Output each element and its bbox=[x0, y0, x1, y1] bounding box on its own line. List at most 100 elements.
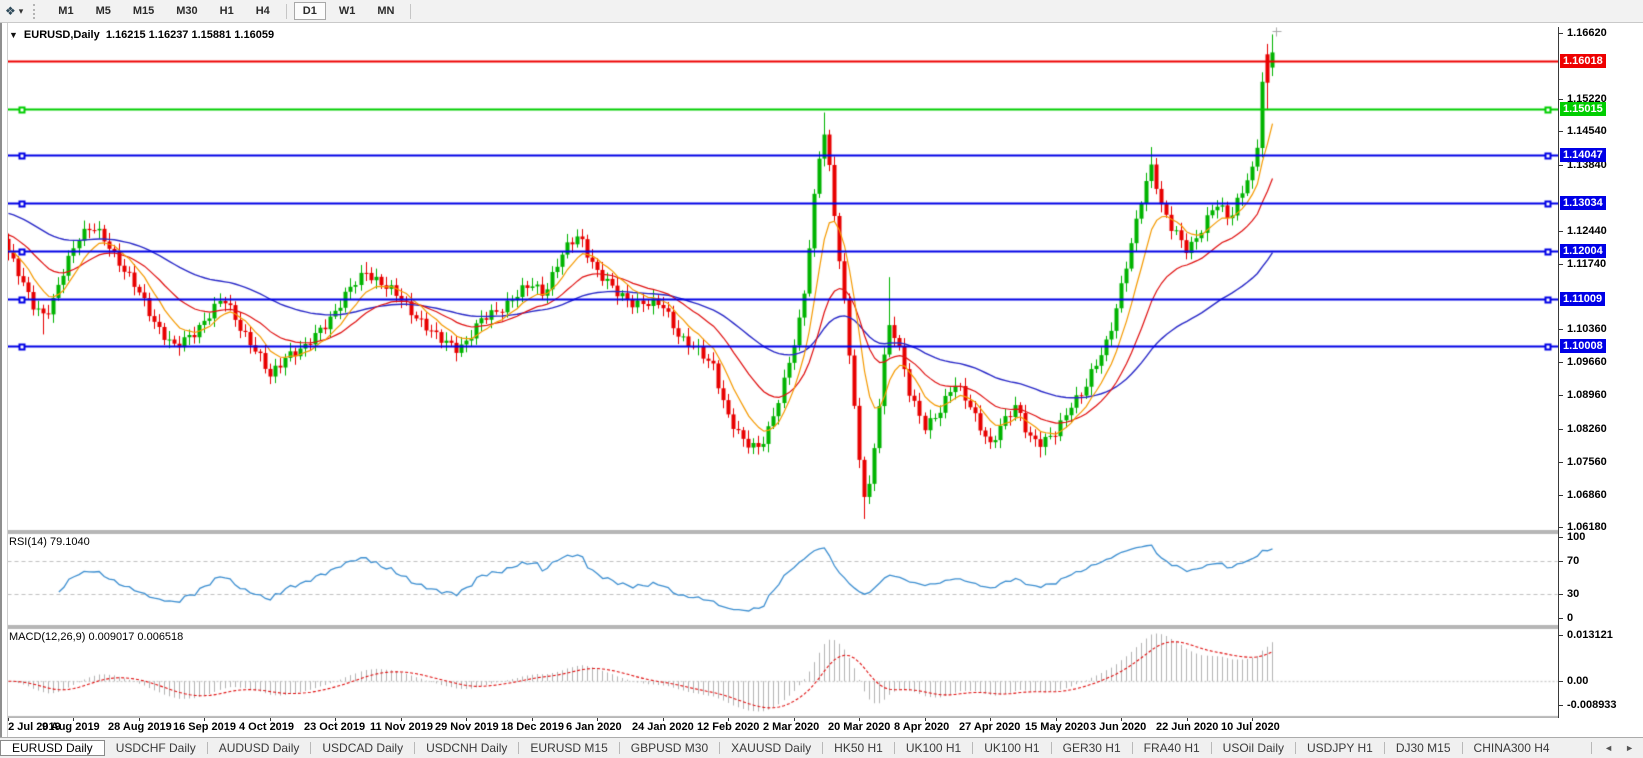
timeframe-button-m15[interactable]: M15 bbox=[132, 5, 155, 17]
tab-separator bbox=[310, 742, 312, 754]
price-level-badge: 1.13034 bbox=[1560, 196, 1606, 210]
timeframe-button-mn[interactable]: MN bbox=[377, 5, 395, 17]
timeframe-button-m1[interactable]: M1 bbox=[58, 5, 74, 17]
price-tick-label: 1.08960 bbox=[1567, 389, 1607, 401]
date-axis[interactable]: 22 Jul 2019 9 Aug 2019 28 Aug 2019 16 Sep 2… bbox=[0, 718, 1643, 736]
axis-tick-mark bbox=[1559, 681, 1563, 682]
price-tick-label: 1.12440 bbox=[1567, 225, 1607, 237]
tab-uk100-h1[interactable]: UK100 H1 bbox=[905, 741, 962, 755]
timeframe-button-d1[interactable]: D1 bbox=[293, 2, 326, 20]
macd-scale-label: 0.013121 bbox=[1567, 629, 1613, 641]
tab-scroll-arrows: ◄ ► bbox=[1583, 738, 1640, 758]
tab-separator bbox=[1461, 742, 1463, 754]
axis-tick-mark bbox=[1559, 705, 1563, 706]
tab-gbpusd-m30[interactable]: GBPUSD M30 bbox=[630, 741, 709, 755]
axis-tick-mark bbox=[1559, 99, 1563, 100]
date-tick-label: 29 Nov 2019 bbox=[435, 721, 499, 733]
date-tick-label: 8 Apr 2020 bbox=[894, 721, 950, 733]
date-tick-label: 18 Dec 2019 bbox=[501, 721, 564, 733]
price-tick-label: 1.06180 bbox=[1567, 521, 1607, 533]
tab-uk100-h1[interactable]: UK100 H1 bbox=[984, 741, 1040, 755]
collapse-arrow-icon[interactable]: ▼ bbox=[9, 30, 18, 40]
timeframe-button-h1[interactable]: H1 bbox=[219, 5, 234, 17]
date-tick-label: 23 Oct 2019 bbox=[304, 721, 366, 733]
price-level-badge: 1.16018 bbox=[1560, 54, 1606, 68]
axis-tick-mark bbox=[1559, 462, 1563, 463]
date-tick-label: 9 Aug 2019 bbox=[42, 721, 100, 733]
date-tick-label: 28 Aug 2019 bbox=[108, 721, 172, 733]
date-tick-mark bbox=[728, 718, 729, 721]
date-tick-mark bbox=[859, 718, 860, 721]
tab-separator bbox=[822, 742, 824, 754]
axis-tick-mark bbox=[1559, 362, 1563, 363]
date-tick-label: 20 Mar 2020 bbox=[828, 721, 891, 733]
date-tick-mark bbox=[1056, 718, 1057, 721]
timeframe-button-w1[interactable]: W1 bbox=[338, 5, 356, 17]
tab-separator bbox=[206, 742, 208, 754]
tab-scroll-left-icon[interactable]: ◄ bbox=[1604, 743, 1614, 753]
chart-title: ▼ EURUSD,Daily 1.16215 1.16237 1.15881 1.… bbox=[9, 29, 274, 41]
price-level-badge: 1.10008 bbox=[1560, 339, 1606, 353]
toolbar-separator bbox=[285, 3, 287, 19]
rsi-scale-label: 0 bbox=[1567, 612, 1574, 624]
toolbar-grip[interactable] bbox=[33, 3, 38, 19]
tab-hk50-h1[interactable]: HK50 H1 bbox=[834, 741, 883, 755]
date-tick-mark bbox=[1252, 718, 1253, 721]
tab-separator bbox=[719, 742, 721, 754]
date-tick-label: 24 Jan 2020 bbox=[632, 721, 694, 733]
price-level-badge: 1.15015 bbox=[1560, 102, 1606, 116]
price-tick-label: 1.10360 bbox=[1567, 323, 1607, 335]
tab-xauusd-daily[interactable]: XAUUSD Daily bbox=[731, 741, 812, 755]
tab-separator bbox=[1383, 742, 1385, 754]
date-tick-mark bbox=[73, 718, 74, 721]
tab-usdjpy-h1[interactable]: USDJPY H1 bbox=[1307, 741, 1373, 755]
price-tick-label: 1.13840 bbox=[1567, 159, 1607, 171]
timeframe-toolbar: ❖ ▾ M1 M5 M15 M30 H1 H4 D1 W1 MN bbox=[0, 0, 1643, 23]
date-tick-mark bbox=[1121, 718, 1122, 721]
tab-separator bbox=[1050, 742, 1052, 754]
chart-objects-icon[interactable]: ❖ bbox=[5, 4, 16, 18]
tab-audusd-daily[interactable]: AUDUSD Daily bbox=[218, 741, 300, 755]
price-tick-label: 1.06860 bbox=[1567, 489, 1607, 501]
axis-tick-mark bbox=[1559, 264, 1563, 265]
date-tick-label: 11 Nov 2019 bbox=[370, 721, 433, 733]
tab-ger30-h1[interactable]: GER30 H1 bbox=[1062, 741, 1121, 755]
price-chart-canvas[interactable] bbox=[0, 27, 1558, 718]
tab-china300-h4[interactable]: CHINA300 H4 bbox=[1473, 741, 1550, 755]
tab-eurusd-m15[interactable]: EURUSD M15 bbox=[530, 741, 608, 755]
tab-usdchf-daily[interactable]: USDCHF Daily bbox=[115, 741, 196, 755]
toolbar-separator bbox=[410, 3, 412, 19]
tab-usoil-daily[interactable]: USOil Daily bbox=[1222, 741, 1285, 755]
axis-tick-mark bbox=[1559, 537, 1563, 538]
date-tick-label: 22 Jul 2019 bbox=[2, 721, 61, 733]
date-tick-mark bbox=[139, 718, 140, 721]
axis-tick-mark bbox=[1559, 429, 1563, 430]
price-tick-label: 1.07560 bbox=[1567, 456, 1607, 468]
axis-tick-mark bbox=[1559, 395, 1563, 396]
tab-separator bbox=[893, 742, 895, 754]
date-tick-mark bbox=[204, 718, 205, 721]
price-axis[interactable]: 1.16620 1.15220 1.14540 1.13840 1.12440 1.117… bbox=[1558, 27, 1643, 718]
rsi-scale-label: 70 bbox=[1567, 555, 1580, 567]
axis-tick-mark bbox=[1559, 165, 1563, 166]
axis-tick-mark bbox=[1559, 618, 1563, 619]
rsi-label: RSI(14) 79.1040 bbox=[9, 536, 90, 548]
timeframe-button-m30[interactable]: M30 bbox=[176, 5, 198, 17]
tab-dj30-m15[interactable]: DJ30 M15 bbox=[1395, 741, 1451, 755]
tab-fra40-h1[interactable]: FRA40 H1 bbox=[1143, 741, 1200, 755]
tab-usdcad-daily[interactable]: USDCAD Daily bbox=[322, 741, 404, 755]
tab-separator bbox=[518, 742, 520, 754]
tab-usdcnh-daily[interactable]: USDCNH Daily bbox=[426, 741, 508, 755]
axis-tick-mark bbox=[1559, 131, 1563, 132]
date-tick-mark bbox=[8, 718, 9, 721]
tab-separator bbox=[1591, 742, 1593, 754]
timeframe-button-m5[interactable]: M5 bbox=[95, 5, 111, 17]
tab-separator bbox=[414, 742, 416, 754]
timeframe-button-h4[interactable]: H4 bbox=[255, 5, 270, 17]
price-level-badge: 1.12004 bbox=[1560, 244, 1606, 258]
chevron-down-icon[interactable]: ▾ bbox=[18, 5, 24, 16]
macd-label: MACD(12,26,9) 0.009017 0.006518 bbox=[9, 631, 184, 643]
tab-scroll-right-icon[interactable]: ► bbox=[1625, 743, 1634, 753]
date-tick-mark bbox=[597, 718, 598, 721]
tab-eurusd-daily[interactable]: EURUSD Daily bbox=[0, 740, 105, 756]
